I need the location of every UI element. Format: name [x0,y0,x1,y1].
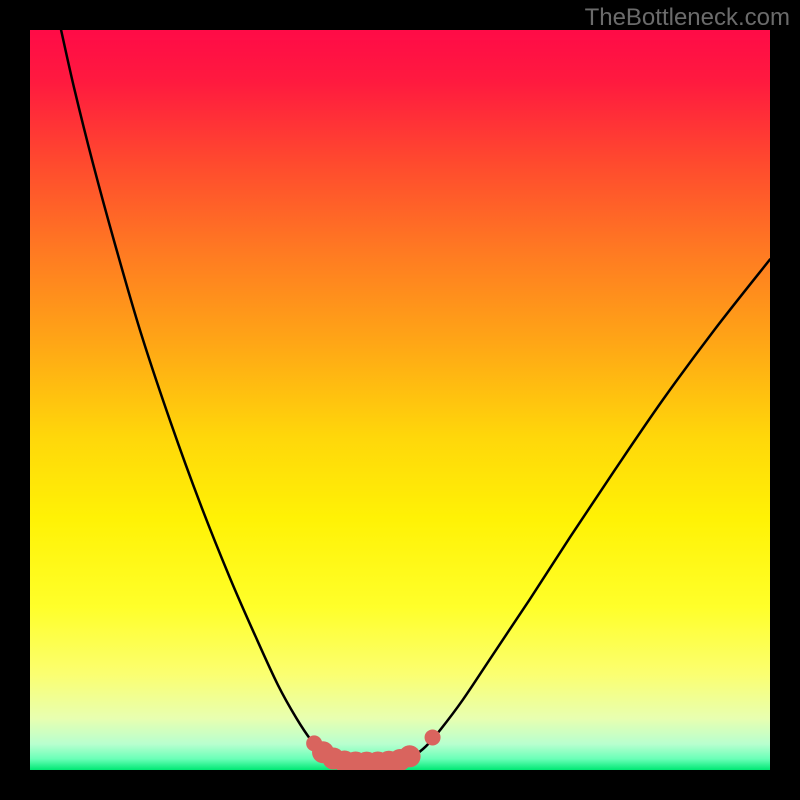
data-marker [399,745,421,767]
chart-stage: TheBottleneck.com [0,0,800,800]
data-marker [425,729,441,745]
bottleneck-curve-chart [0,0,800,800]
chart-background [30,30,770,770]
